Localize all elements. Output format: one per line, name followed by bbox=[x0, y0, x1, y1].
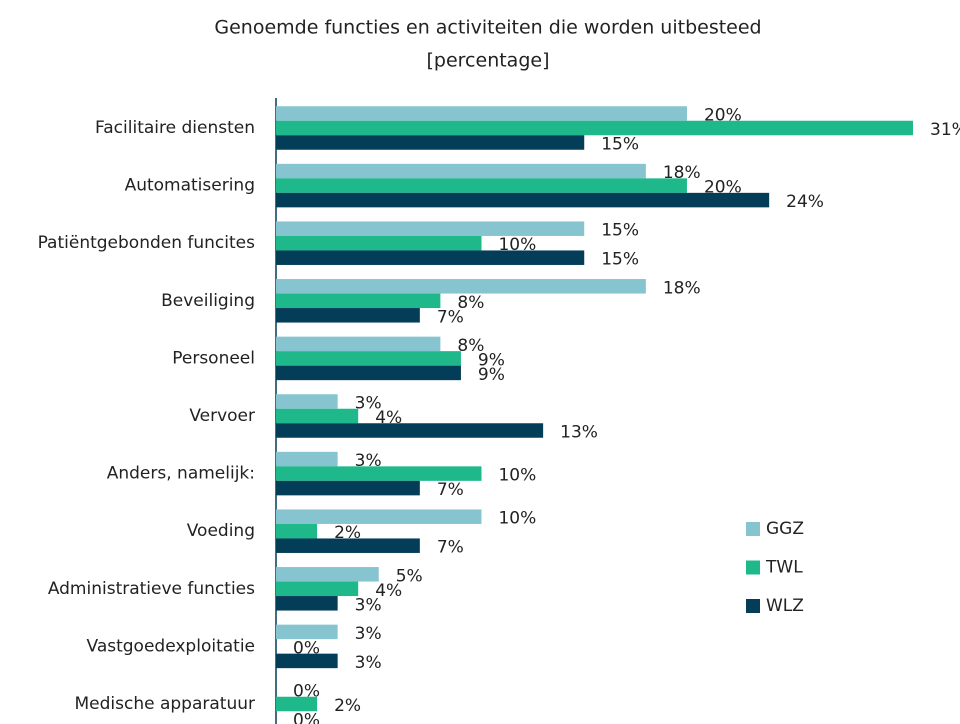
legend-swatch bbox=[746, 560, 760, 575]
bar bbox=[276, 221, 585, 236]
y-tick-label: Personeel bbox=[172, 348, 255, 368]
bar bbox=[276, 106, 687, 121]
value-label: 0% bbox=[293, 711, 320, 724]
bar bbox=[276, 567, 379, 582]
value-label: 15% bbox=[601, 135, 639, 155]
value-label: 31% bbox=[930, 120, 960, 140]
value-label: 0% bbox=[293, 682, 320, 702]
value-label: 15% bbox=[601, 221, 639, 241]
bar bbox=[276, 624, 338, 640]
bar bbox=[276, 451, 338, 467]
bar bbox=[276, 365, 461, 381]
bar bbox=[276, 538, 420, 553]
value-label: 2% bbox=[334, 696, 361, 716]
bar bbox=[276, 423, 544, 438]
bar bbox=[276, 336, 441, 352]
bar bbox=[276, 279, 646, 294]
value-label: 4% bbox=[375, 408, 402, 428]
bar bbox=[276, 235, 482, 251]
bar bbox=[276, 696, 318, 712]
value-label: 18% bbox=[663, 278, 701, 298]
y-tick-label: Medische apparatuur bbox=[74, 694, 255, 714]
value-label: 15% bbox=[601, 250, 639, 270]
bar bbox=[276, 394, 338, 409]
bar bbox=[276, 596, 338, 611]
legend-swatch bbox=[746, 522, 760, 536]
legend-label: WLZ bbox=[766, 596, 804, 616]
value-label: 18% bbox=[663, 163, 701, 183]
value-label: 3% bbox=[355, 653, 382, 673]
bar bbox=[276, 653, 338, 669]
bar bbox=[276, 466, 482, 481]
bar bbox=[276, 163, 646, 179]
value-label: 7% bbox=[437, 480, 464, 500]
bar bbox=[276, 408, 359, 424]
value-label: 0% bbox=[293, 638, 320, 658]
y-tick-label: Vervoer bbox=[189, 406, 255, 426]
legend-swatch bbox=[746, 599, 760, 613]
value-label: 3% bbox=[355, 624, 382, 644]
y-tick-label: Automatisering bbox=[125, 176, 255, 196]
value-label: 3% bbox=[355, 394, 382, 414]
y-tick-label: Voeding bbox=[187, 521, 255, 541]
value-label: 10% bbox=[498, 235, 536, 255]
y-tick-label: Anders, namelijk: bbox=[107, 464, 255, 484]
bar bbox=[276, 250, 585, 265]
value-label: 10% bbox=[498, 509, 536, 529]
value-label: 9% bbox=[478, 365, 505, 385]
value-label: 10% bbox=[498, 466, 536, 486]
bar bbox=[276, 308, 420, 323]
y-tick-label: Vastgoedexploitatie bbox=[87, 636, 255, 656]
value-label: 7% bbox=[437, 538, 464, 558]
value-label: 24% bbox=[786, 192, 824, 212]
y-tick-label: Facilitaire diensten bbox=[95, 118, 255, 138]
value-label: 7% bbox=[437, 307, 464, 327]
value-label: 9% bbox=[478, 350, 505, 370]
value-label: 8% bbox=[457, 293, 484, 313]
bar bbox=[276, 480, 420, 496]
bar bbox=[276, 351, 461, 366]
chart-subtitle: [percentage] bbox=[427, 50, 550, 72]
legend-label: GGZ bbox=[766, 519, 804, 539]
chart-title: Genoemde functies en activiteiten die wo… bbox=[214, 17, 761, 39]
value-label: 20% bbox=[704, 178, 742, 198]
value-label: 3% bbox=[355, 595, 382, 615]
legend-label: TWL bbox=[765, 558, 803, 578]
value-label: 13% bbox=[560, 423, 598, 443]
bar bbox=[276, 178, 687, 193]
value-label: 20% bbox=[704, 106, 742, 126]
value-label: 8% bbox=[457, 336, 484, 356]
bar bbox=[276, 581, 359, 597]
y-tick-label: Patiëntgebonden funcites bbox=[38, 233, 256, 253]
value-label: 4% bbox=[375, 581, 402, 601]
y-tick-label: Administratieve functies bbox=[48, 579, 255, 599]
value-label: 2% bbox=[334, 523, 361, 543]
bar bbox=[276, 192, 770, 208]
bar bbox=[276, 120, 913, 136]
value-label: 3% bbox=[355, 451, 382, 471]
value-label: 5% bbox=[396, 566, 423, 586]
y-tick-label: Beveiliging bbox=[161, 291, 255, 311]
bar bbox=[276, 509, 482, 524]
bar bbox=[276, 135, 585, 150]
bar bbox=[276, 523, 318, 539]
bar bbox=[276, 293, 441, 309]
